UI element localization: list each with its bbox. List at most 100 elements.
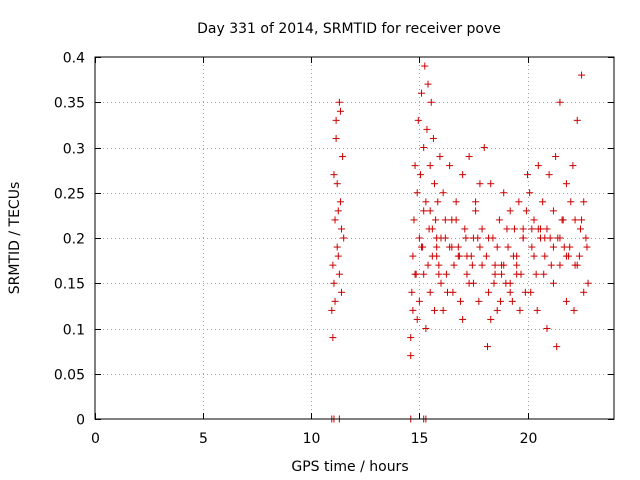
data-point: [436, 153, 444, 161]
data-point: [584, 279, 592, 287]
data-point: [547, 261, 555, 269]
data-point: [330, 171, 338, 179]
data-point: [420, 207, 428, 215]
y-tick-label: 0.15: [54, 277, 85, 293]
data-point: [424, 261, 432, 269]
data-point: [487, 315, 495, 323]
data-point: [513, 252, 521, 260]
data-point: [476, 243, 484, 251]
data-point: [478, 261, 486, 269]
data-point: [569, 162, 577, 170]
data-point: [562, 180, 570, 188]
plot-frame: [94, 56, 615, 420]
data-point: [424, 80, 432, 88]
data-point: [562, 297, 570, 305]
data-point: [463, 270, 471, 278]
data-point: [498, 270, 506, 278]
data-point: [408, 288, 416, 296]
data-point: [329, 334, 337, 342]
data-point: [549, 243, 557, 251]
data-point: [506, 288, 514, 296]
data-point: [576, 225, 584, 233]
data-point: [545, 171, 553, 179]
data-point: [413, 189, 421, 197]
data-point: [454, 243, 462, 251]
data-point: [528, 225, 536, 233]
data-point: [539, 198, 547, 206]
x-tick-label: 0: [91, 431, 100, 447]
data-point: [426, 207, 434, 215]
data-point: [495, 216, 503, 224]
grid-layer: [95, 57, 614, 419]
data-point: [559, 216, 567, 224]
data-point: [491, 261, 499, 269]
data-point: [478, 225, 486, 233]
data-point: [472, 207, 480, 215]
data-point: [493, 306, 501, 314]
data-point: [449, 288, 457, 296]
data-point: [432, 216, 440, 224]
data-point: [490, 279, 498, 287]
data-point: [439, 306, 447, 314]
data-point: [532, 270, 540, 278]
data-point: [331, 297, 339, 305]
data-point: [556, 234, 564, 242]
data-point: [441, 234, 449, 242]
data-point: [504, 243, 512, 251]
data-point: [580, 288, 588, 296]
data-point: [508, 297, 516, 305]
data-point: [336, 198, 344, 206]
data-point: [431, 180, 439, 188]
data-point: [556, 261, 564, 269]
mark-layer: [328, 62, 592, 423]
data-point: [562, 252, 570, 260]
data-point: [456, 297, 464, 305]
data-point: [334, 252, 342, 260]
data-point: [549, 279, 557, 287]
data-point: [496, 297, 504, 305]
x-tick-label: 20: [520, 431, 538, 447]
data-point: [513, 261, 521, 269]
data-point: [483, 343, 491, 351]
data-point: [511, 225, 519, 233]
data-point: [522, 207, 530, 215]
data-point: [413, 315, 421, 323]
y-tick-label: 0.3: [63, 142, 85, 158]
data-point: [491, 270, 499, 278]
data-point: [534, 162, 542, 170]
data-point: [566, 243, 574, 251]
y-tick-label: 0.1: [63, 323, 85, 339]
data-point: [543, 225, 551, 233]
data-point: [410, 216, 418, 224]
data-point: [434, 198, 442, 206]
data-point: [573, 116, 581, 124]
data-point: [465, 153, 473, 161]
data-point: [416, 171, 424, 179]
chart-title: Day 331 of 2014, SRMTID for receiver pov…: [197, 21, 501, 37]
data-point: [433, 252, 441, 260]
data-point: [553, 343, 561, 351]
data-point: [571, 216, 579, 224]
data-point: [493, 243, 501, 251]
data-point: [524, 171, 531, 179]
data-point: [334, 207, 342, 215]
data-point: [420, 144, 428, 151]
x-tick-label: 10: [303, 431, 321, 447]
data-point: [442, 270, 450, 278]
data-point: [328, 306, 336, 314]
data-point: [446, 162, 454, 170]
data-point: [441, 216, 449, 224]
data-point: [506, 279, 514, 287]
data-point: [530, 216, 538, 224]
data-point: [503, 225, 511, 233]
data-point: [433, 234, 441, 242]
data-point: [485, 288, 493, 296]
data-point: [418, 89, 426, 97]
data-point: [421, 62, 429, 70]
data-point: [332, 116, 340, 124]
data-point: [411, 162, 419, 170]
data-point: [420, 270, 428, 278]
data-point: [469, 234, 477, 242]
data-point: [578, 71, 586, 79]
data-point: [487, 180, 495, 188]
